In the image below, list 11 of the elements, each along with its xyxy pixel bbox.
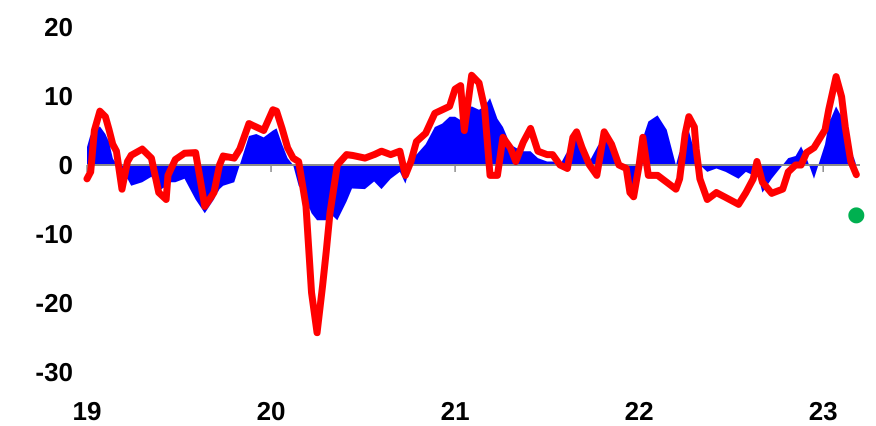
y-tick-label: -20 — [35, 288, 73, 318]
x-tick-label: 20 — [256, 396, 286, 426]
x-tick-label: 23 — [808, 396, 838, 426]
x-tick-label: 19 — [72, 396, 102, 426]
x-tick-label: 22 — [624, 396, 654, 426]
y-tick-label: -30 — [35, 357, 73, 388]
y-tick-label: 0 — [58, 150, 73, 180]
x-tick-label: 21 — [440, 396, 470, 426]
y-tick-label: 20 — [44, 12, 73, 42]
y-tick-label: -10 — [35, 219, 73, 250]
y-tick-label: 10 — [44, 81, 73, 112]
